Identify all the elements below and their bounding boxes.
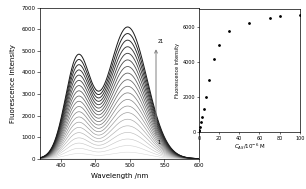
Point (197, 128, 202, 131)
Point (212, 57, 217, 60)
X-axis label: Wavelength /nm: Wavelength /nm (91, 174, 148, 180)
Point (277, 15, 282, 18)
Point (196, 130, 201, 133)
X-axis label: $C_{AS}/10^{-6}\ \mathrm{M}$: $C_{AS}/10^{-6}\ \mathrm{M}$ (233, 142, 265, 152)
Point (202, 108, 207, 111)
Text: 21: 21 (157, 39, 164, 44)
Y-axis label: Fluorescence intensity: Fluorescence intensity (10, 44, 16, 123)
Point (203, 96, 208, 99)
Y-axis label: Fluorescence intensity: Fluorescence intensity (175, 43, 180, 98)
Point (199, 120, 203, 123)
Point (227, 29, 232, 32)
Point (297, 13, 302, 16)
Point (267, 17, 272, 20)
Point (217, 43, 222, 46)
Point (197, 125, 202, 129)
Point (247, 22, 252, 25)
Point (207, 78, 211, 81)
Text: 1: 1 (157, 140, 161, 145)
Point (200, 115, 204, 118)
